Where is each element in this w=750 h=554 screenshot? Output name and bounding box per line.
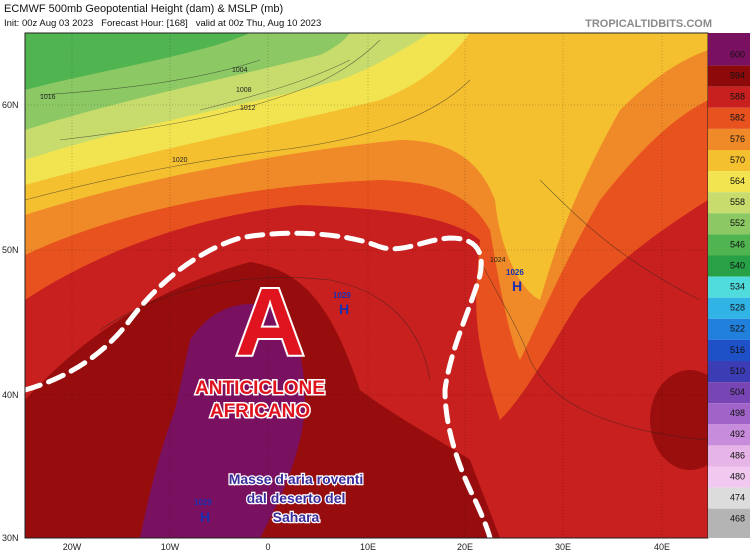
colorbar-cell xyxy=(708,213,750,235)
colorbar-label: 492 xyxy=(730,429,745,439)
colorbar-cell xyxy=(708,234,750,256)
colorbar-cell xyxy=(708,255,750,277)
latitude-label: 40N xyxy=(2,390,19,400)
high-pressure-value: 1029 xyxy=(194,498,212,507)
colorbar-label: 570 xyxy=(730,155,745,165)
isobar-label: 1020 xyxy=(172,157,188,164)
anticyclone-label: AFRICANO xyxy=(210,401,310,422)
colorbar-label: 594 xyxy=(730,71,745,81)
note-line: dal deserto del xyxy=(247,490,346,506)
colorbar-label: 516 xyxy=(730,345,745,355)
colorbar-label: 480 xyxy=(730,471,745,481)
colorbar-cell xyxy=(708,361,750,383)
colorbar-cell xyxy=(708,487,750,509)
note-line: Masse d’aria roventi xyxy=(229,471,364,487)
colorbar-cell xyxy=(708,403,750,425)
latitude-label: 60N xyxy=(2,100,19,110)
colorbar-label: 534 xyxy=(730,282,745,292)
isobar-label: 1004 xyxy=(232,67,248,74)
colorbar-cell xyxy=(708,65,750,87)
isobars xyxy=(25,39,708,441)
longitude-label: 30E xyxy=(555,542,571,552)
high-pressure-value: 1029 xyxy=(333,291,351,300)
colorbar-label: 582 xyxy=(730,113,745,123)
colorbar-cell xyxy=(708,150,750,172)
colorbar: 600 594 588 582 576 570 564 558 552 546 540 534 528 5… xyxy=(708,33,750,538)
colorbar-cell xyxy=(708,107,750,129)
longitude-label: 20E xyxy=(457,542,473,552)
colorbar-cell xyxy=(708,445,750,467)
colorbar-label: 558 xyxy=(730,197,745,207)
colorbar-label: 588 xyxy=(730,92,745,102)
note-line: Sahara xyxy=(273,509,320,525)
colorbar-cell xyxy=(708,276,750,298)
map: 1004 1008 1012 1016 1020 1024 1029 H 102… xyxy=(25,33,708,538)
colorbar-label: 498 xyxy=(730,408,745,418)
colorbar-cell xyxy=(708,424,750,446)
anticyclone-symbol: A xyxy=(235,269,304,376)
colorbar-cell xyxy=(708,192,750,214)
colorbar-cell xyxy=(708,297,750,319)
band-546 xyxy=(25,33,250,90)
site-credit: TROPICALTIDBITS.COM xyxy=(585,18,712,30)
colorbar-label: 576 xyxy=(730,134,745,144)
longitude-label: 20W xyxy=(63,542,82,552)
colorbar-label: 546 xyxy=(730,239,745,249)
colorbar-label: 564 xyxy=(730,176,745,186)
colorbar-cell xyxy=(708,382,750,404)
longitude-label: 10E xyxy=(360,542,376,552)
band-600 xyxy=(140,304,305,538)
longitude-label: 10W xyxy=(161,542,180,552)
colorbar-cell xyxy=(708,318,750,340)
colorbar-cell xyxy=(708,508,750,538)
colorbar-label: 600 xyxy=(730,49,745,59)
isobar-label: 1008 xyxy=(236,87,252,94)
subtitle: Init: 00z Aug 03 2023 Forecast Hour: [16… xyxy=(4,18,321,29)
colorbar-cell xyxy=(708,128,750,150)
colorbar-label: 522 xyxy=(730,324,745,334)
high-pressure-value: 1026 xyxy=(506,268,524,277)
latitude-label: 50N xyxy=(2,245,19,255)
latitude-label: 30N xyxy=(2,533,19,543)
colorbar-label: 486 xyxy=(730,450,745,460)
colorbar-cell xyxy=(708,466,750,488)
colorbar-cell xyxy=(708,339,750,361)
colorbar-cap xyxy=(708,33,750,45)
isobar-label: 1024 xyxy=(490,257,506,264)
colorbar-label: 474 xyxy=(730,493,745,503)
isobar-label: 1016 xyxy=(40,94,56,101)
anticyclone-label: ANTICICLONE xyxy=(195,378,325,399)
high-pressure-symbol: H xyxy=(200,509,210,525)
high-pressure-symbol: H xyxy=(512,278,522,294)
longitude-label: 40E xyxy=(654,542,670,552)
colorbar-label: 552 xyxy=(730,218,745,228)
colorbar-label: 528 xyxy=(730,303,745,313)
high-pressure-symbol: H xyxy=(339,301,349,317)
anticyclone-boundary xyxy=(25,230,493,538)
graticule xyxy=(25,33,708,538)
colorbar-cell xyxy=(708,171,750,193)
isobar-label: 1012 xyxy=(240,105,256,112)
title: ECMWF 500mb Geopotential Height (dam) & … xyxy=(4,3,283,15)
colorbar-label: 540 xyxy=(730,260,745,270)
colorbar-label: 504 xyxy=(730,387,745,397)
colorbar-cell xyxy=(708,86,750,108)
colorbar-label: 468 xyxy=(730,514,745,524)
colorbar-label: 510 xyxy=(730,366,745,376)
longitude-label: 0 xyxy=(265,542,270,552)
colorbar-cell xyxy=(708,44,750,66)
